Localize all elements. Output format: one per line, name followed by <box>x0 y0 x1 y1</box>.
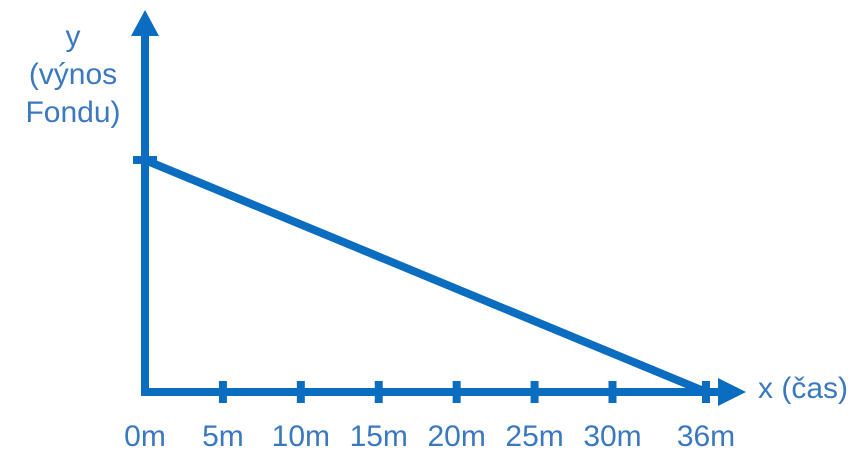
y-axis-label: y (výnos Fondu) <box>10 18 136 132</box>
x-axis-label: x (čas) <box>758 372 848 405</box>
x-tick-label: 0m <box>124 420 166 452</box>
y-axis-arrow <box>131 10 159 36</box>
x-tick-label: 20m <box>427 420 485 452</box>
y-axis-label-line: Fondu) <box>25 96 121 129</box>
x-tick-label: 10m <box>272 420 330 452</box>
series-group <box>143 156 708 396</box>
x-tick-label: 25m <box>505 420 563 452</box>
x-tick-label: 36m <box>677 420 735 452</box>
y-axis-label-line: y <box>65 20 81 53</box>
x-tick-label: 5m <box>202 420 244 452</box>
x-tick-label: 30m <box>583 420 641 452</box>
y-axis-label-line: (výnos <box>28 58 118 91</box>
axis-ticks <box>133 156 710 403</box>
series-line <box>143 156 708 396</box>
x-tick-label: 15m <box>350 420 408 452</box>
x-tick-labels: 0m 5m 10m 15m 20m 25m 30m 36m <box>124 420 735 453</box>
x-axis-arrow <box>718 378 746 406</box>
axes <box>131 10 746 406</box>
